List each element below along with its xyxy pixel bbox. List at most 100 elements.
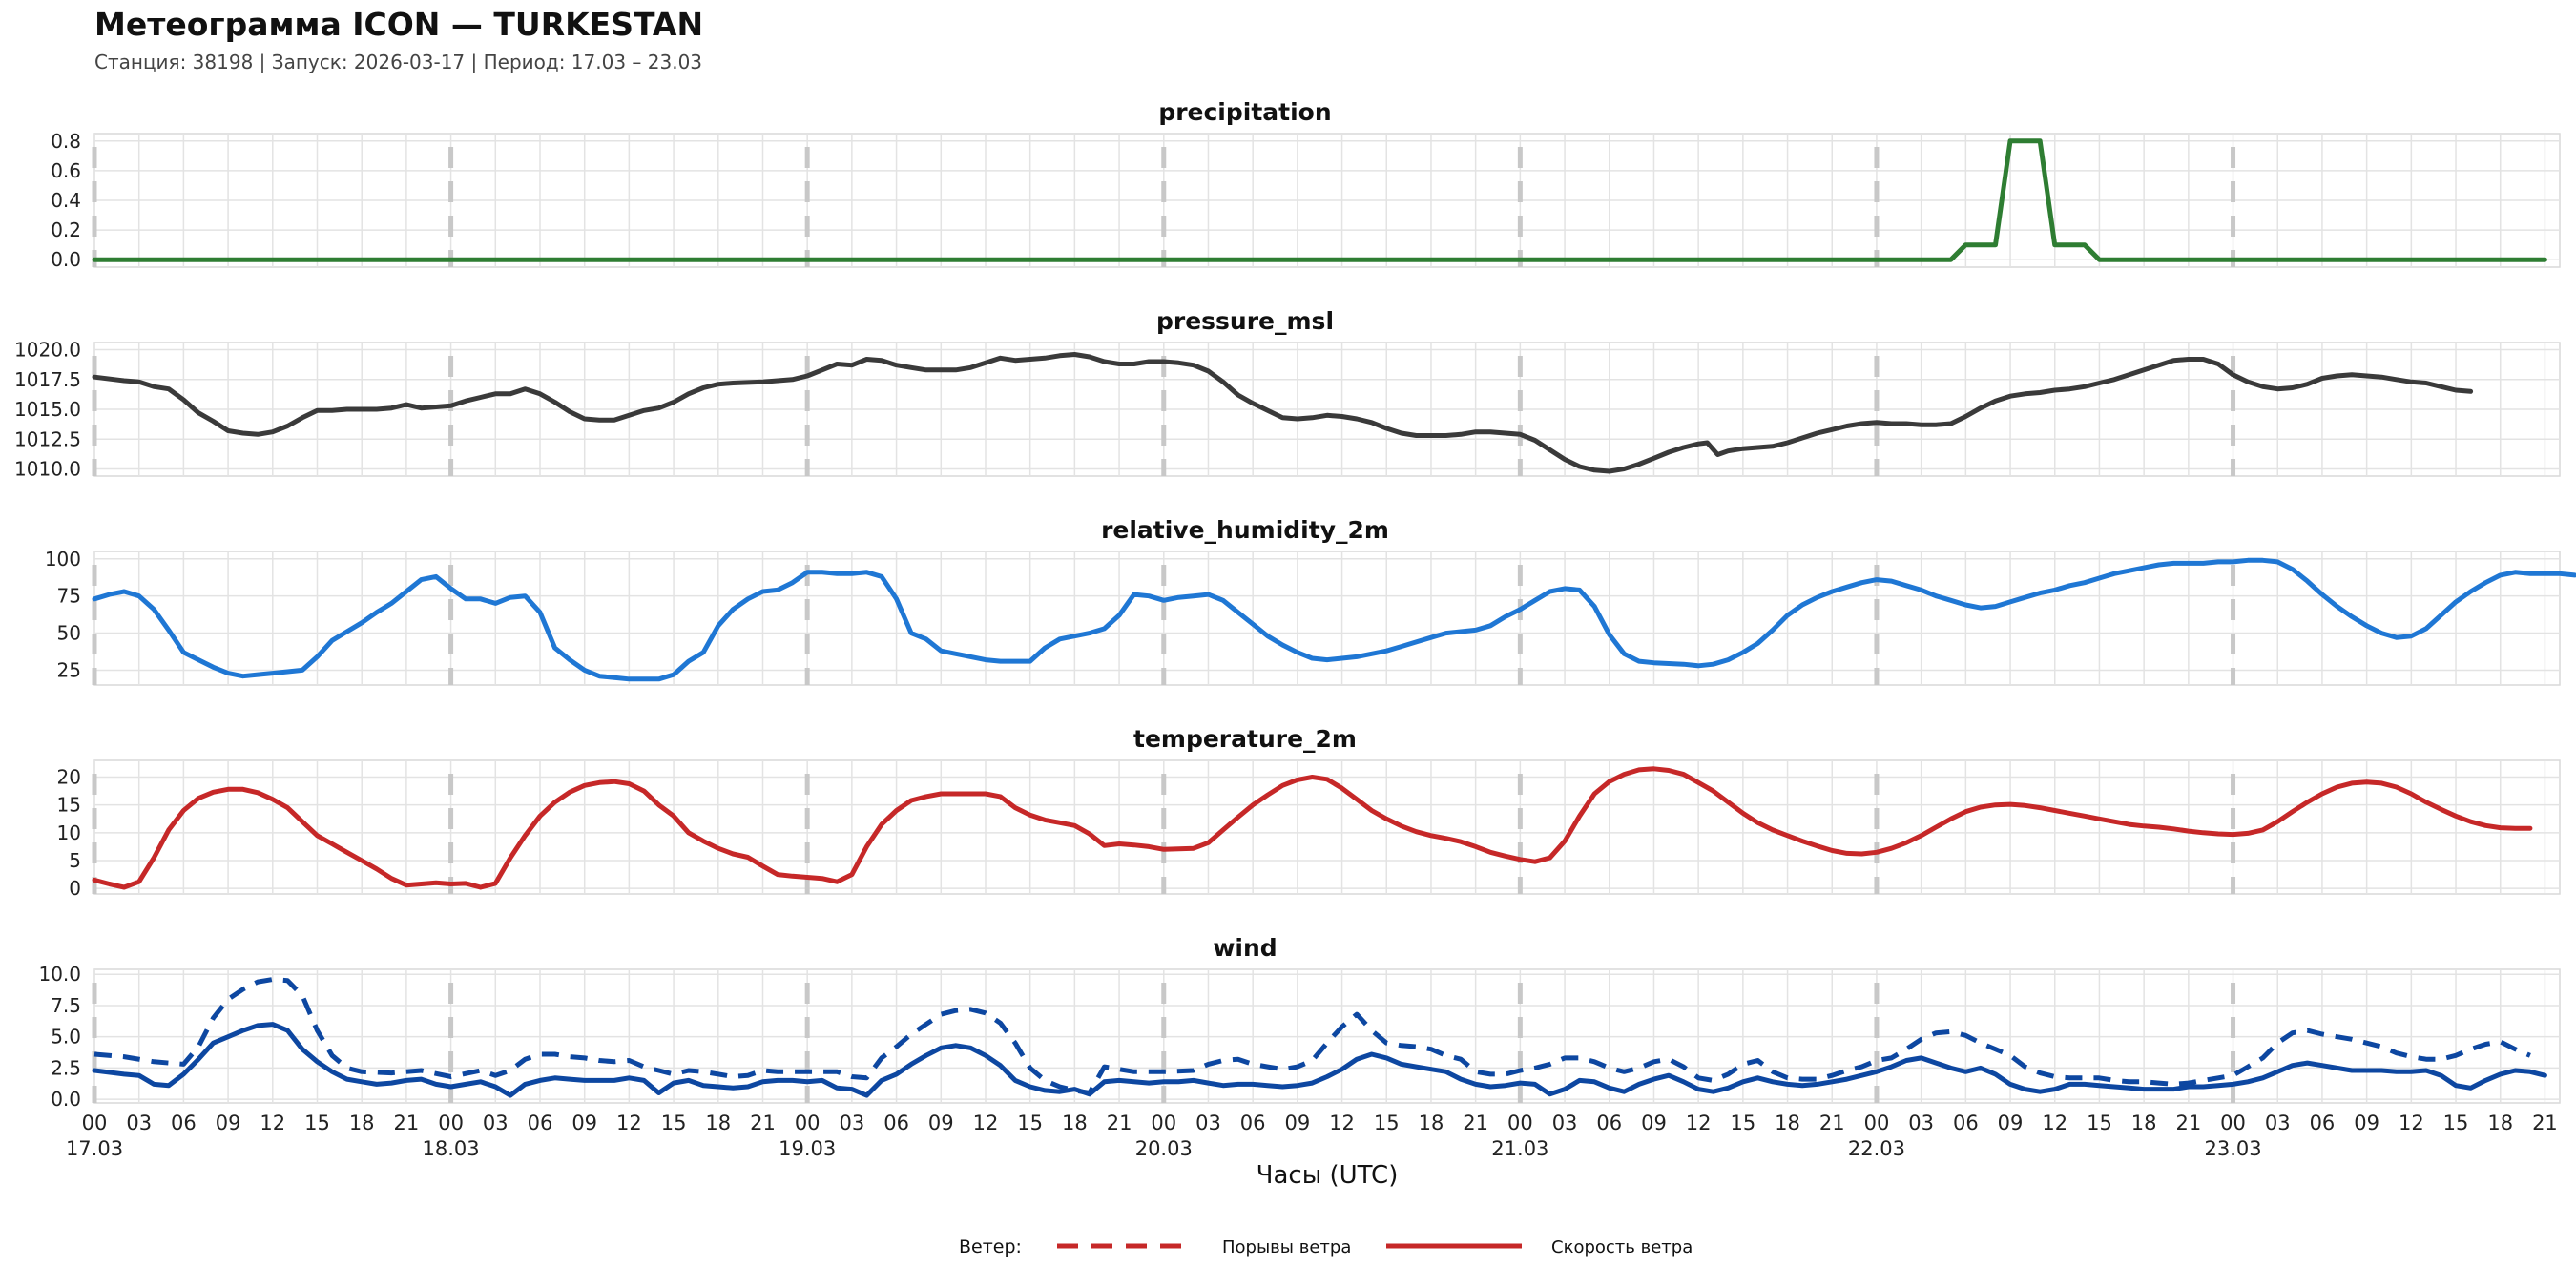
- y-tick-label: 15: [57, 794, 81, 817]
- x-tick-label: 03: [2265, 1111, 2291, 1134]
- y-tick-label: 10.0: [38, 963, 81, 986]
- y-tick-label: 1020.0: [14, 339, 81, 362]
- x-tick-label: 09: [1285, 1111, 1311, 1134]
- y-tick-label: 5.0: [51, 1026, 81, 1049]
- x-axis-title: Часы (UTC): [1257, 1161, 1399, 1190]
- y-tick-label: 0.2: [51, 218, 81, 241]
- series-line--: [93, 977, 2531, 1095]
- x-day-label: 20.03: [1135, 1137, 1193, 1160]
- page-title: Метеограмма ICON — TURKESTAN: [94, 6, 704, 43]
- x-tick-label: 09: [216, 1111, 241, 1134]
- series-line-precipitation: [92, 138, 2547, 262]
- y-tick-label: 100: [45, 548, 81, 571]
- x-tick-label: 12: [1329, 1111, 1355, 1134]
- x-tick-label: 06: [171, 1111, 197, 1134]
- x-tick-label: 15: [1374, 1111, 1400, 1134]
- y-tick-label: 2.5: [51, 1056, 81, 1079]
- y-tick-label: 1017.5: [14, 368, 81, 391]
- y-tick-label: 0.0: [51, 1088, 81, 1111]
- x-tick-label: 18: [2487, 1111, 2513, 1134]
- x-day-label: 21.03: [1491, 1137, 1548, 1160]
- x-tick-label: 00: [1864, 1111, 1890, 1134]
- x-tick-label: 06: [528, 1111, 553, 1134]
- panel-title: relative_humidity_2m: [1101, 516, 1389, 544]
- x-day-label: 17.03: [66, 1137, 123, 1160]
- x-tick-label: 12: [2399, 1111, 2424, 1134]
- x-tick-label: 09: [571, 1111, 597, 1134]
- x-tick-label: 18: [1775, 1111, 1800, 1134]
- x-tick-label: 03: [1552, 1111, 1578, 1134]
- x-tick-label: 21: [1463, 1111, 1488, 1134]
- x-tick-label: 06: [1240, 1111, 1266, 1134]
- y-tick-label: 7.5: [51, 994, 81, 1017]
- x-tick-label: 15: [1017, 1111, 1043, 1134]
- y-tick-label: 0: [69, 877, 81, 900]
- series-line-relative-humidity-2m: [92, 557, 2576, 682]
- y-tick-label: 0.0: [51, 248, 81, 271]
- x-tick-label: 06: [2310, 1111, 2336, 1134]
- x-tick-label: 09: [928, 1111, 954, 1134]
- x-tick-label: 03: [483, 1111, 509, 1134]
- panel-frame: [93, 551, 2561, 686]
- x-tick-label: 09: [2354, 1111, 2379, 1134]
- x-tick-label: 09: [1998, 1111, 2024, 1134]
- x-tick-label: 12: [973, 1111, 999, 1134]
- panel-title: wind: [1213, 934, 1277, 962]
- x-tick-label: 09: [1641, 1111, 1667, 1134]
- y-tick-label: 0.6: [51, 159, 81, 182]
- x-day-label: 19.03: [779, 1137, 836, 1160]
- x-day-label: 18.03: [423, 1137, 480, 1160]
- x-tick-label: 12: [616, 1111, 642, 1134]
- x-tick-label: 03: [1195, 1111, 1221, 1134]
- x-tick-label: 03: [126, 1111, 152, 1134]
- legend-title: Ветер:: [959, 1236, 1022, 1257]
- page-subtitle: Станция: 38198 | Запуск: 2026-03-17 | Пе…: [94, 51, 703, 73]
- y-tick-label: 75: [57, 585, 81, 608]
- y-tick-label: 0.8: [51, 130, 81, 153]
- y-tick-label: 20: [57, 766, 81, 789]
- x-tick-label: 21: [394, 1111, 420, 1134]
- x-tick-label: 21: [1107, 1111, 1132, 1134]
- x-tick-label: 06: [883, 1111, 909, 1134]
- x-tick-label: 18: [1419, 1111, 1444, 1134]
- panel-title: pressure_msl: [1156, 307, 1334, 335]
- x-tick-label: 06: [1953, 1111, 1979, 1134]
- legend-label: Порывы ветра: [1222, 1237, 1351, 1257]
- x-tick-label: 21: [1819, 1111, 1845, 1134]
- x-tick-label: 00: [795, 1111, 821, 1134]
- x-tick-label: 00: [1151, 1111, 1176, 1134]
- x-tick-label: 03: [1908, 1111, 1934, 1134]
- y-tick-label: 0.4: [51, 189, 81, 212]
- x-tick-label: 15: [2443, 1111, 2469, 1134]
- x-tick-label: 15: [661, 1111, 687, 1134]
- x-tick-label: 03: [840, 1111, 865, 1134]
- series-line-pressure-msl: [92, 352, 2474, 474]
- x-tick-label: 00: [2220, 1111, 2246, 1134]
- x-tick-label: 12: [1686, 1111, 1712, 1134]
- x-tick-label: 15: [2087, 1111, 2112, 1134]
- y-tick-label: 5: [69, 849, 81, 872]
- x-day-label: 23.03: [2204, 1137, 2261, 1160]
- x-tick-label: 18: [2131, 1111, 2157, 1134]
- x-tick-label: 15: [1730, 1111, 1755, 1134]
- y-tick-label: 10: [57, 821, 81, 844]
- x-tick-label: 00: [82, 1111, 108, 1134]
- x-tick-label: 00: [1507, 1111, 1533, 1134]
- y-tick-label: 1010.0: [14, 458, 81, 481]
- x-tick-label: 15: [304, 1111, 330, 1134]
- x-tick-label: 18: [705, 1111, 731, 1134]
- x-tick-label: 18: [1062, 1111, 1088, 1134]
- y-tick-label: 1012.5: [14, 427, 81, 450]
- x-tick-label: 12: [260, 1111, 285, 1134]
- x-tick-label: 21: [2532, 1111, 2558, 1134]
- series-line--: [92, 1022, 2547, 1098]
- y-tick-label: 25: [57, 658, 81, 681]
- panel-title: temperature_2m: [1133, 725, 1357, 753]
- x-tick-label: 00: [438, 1111, 464, 1134]
- panel-title: precipitation: [1158, 98, 1331, 126]
- x-tick-label: 06: [1596, 1111, 1622, 1134]
- x-tick-label: 21: [750, 1111, 776, 1134]
- series-line-temperature-2m: [92, 766, 2533, 890]
- legend-label: Скорость ветра: [1551, 1237, 1693, 1257]
